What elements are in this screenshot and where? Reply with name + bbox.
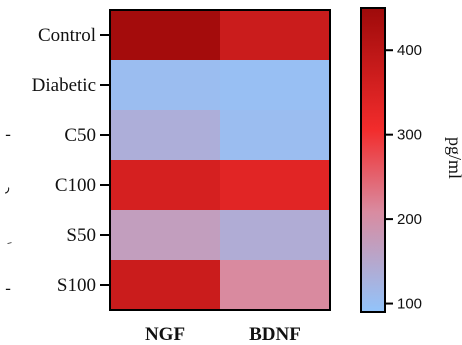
heatmap-cell-c50-bdnf [220,110,330,160]
row-label-c100: C100 [55,175,96,196]
heatmap-cell-s100-ngf [110,260,220,310]
heatmap-cell-diabetic-ngf [110,60,220,110]
heatmap-cell-c50-ngf [110,110,220,160]
colorbar-tick-label-400: 400 [397,42,422,59]
row-labels: Control Diabetic C50 C100 S50 S100 [32,25,110,296]
column-labels: NGF BDNF [145,324,301,345]
colorbar-tick-label-300: 300 [397,127,422,144]
heatmap-cell-s50-bdnf [220,210,330,260]
colorbar-tick-label-200: 200 [397,211,422,228]
row-label-s50: S50 [66,225,96,246]
row-label-diabetic: Diabetic [32,75,96,96]
colorbar [360,7,386,313]
colorbar-tick-label-100: 100 [397,296,422,313]
colorbar-unit-label: pg/ml [445,137,462,179]
heatmap-cell-c100-ngf [110,160,220,210]
heatmap-cell-s50-ngf [110,210,220,260]
row-label-s100: S100 [57,275,96,296]
heatmap-cell-diabetic-bdnf [220,60,330,110]
heatmap-cell-s100-bdnf [220,260,330,310]
heatmap-cells [110,10,330,310]
column-label-bdnf: BDNF [249,324,301,345]
heatmap-cell-control-bdnf [220,10,330,60]
heatmap-cell-control-ngf [110,10,220,60]
edge-glyph-5: ِ [7,242,12,244]
row-label-c50: C50 [64,125,96,146]
edge-glyph-6: ـ [5,278,11,294]
column-label-ngf: NGF [145,324,185,345]
colorbar-ticks: 100 200 300 400 [385,42,422,313]
edge-glyph-2: ـ [5,124,11,140]
row-label-control: Control [38,25,96,46]
heatmap-cell-c100-bdnf [220,160,330,210]
edge-glyph-3: ٫ [5,180,10,196]
heatmap-border [109,9,331,311]
